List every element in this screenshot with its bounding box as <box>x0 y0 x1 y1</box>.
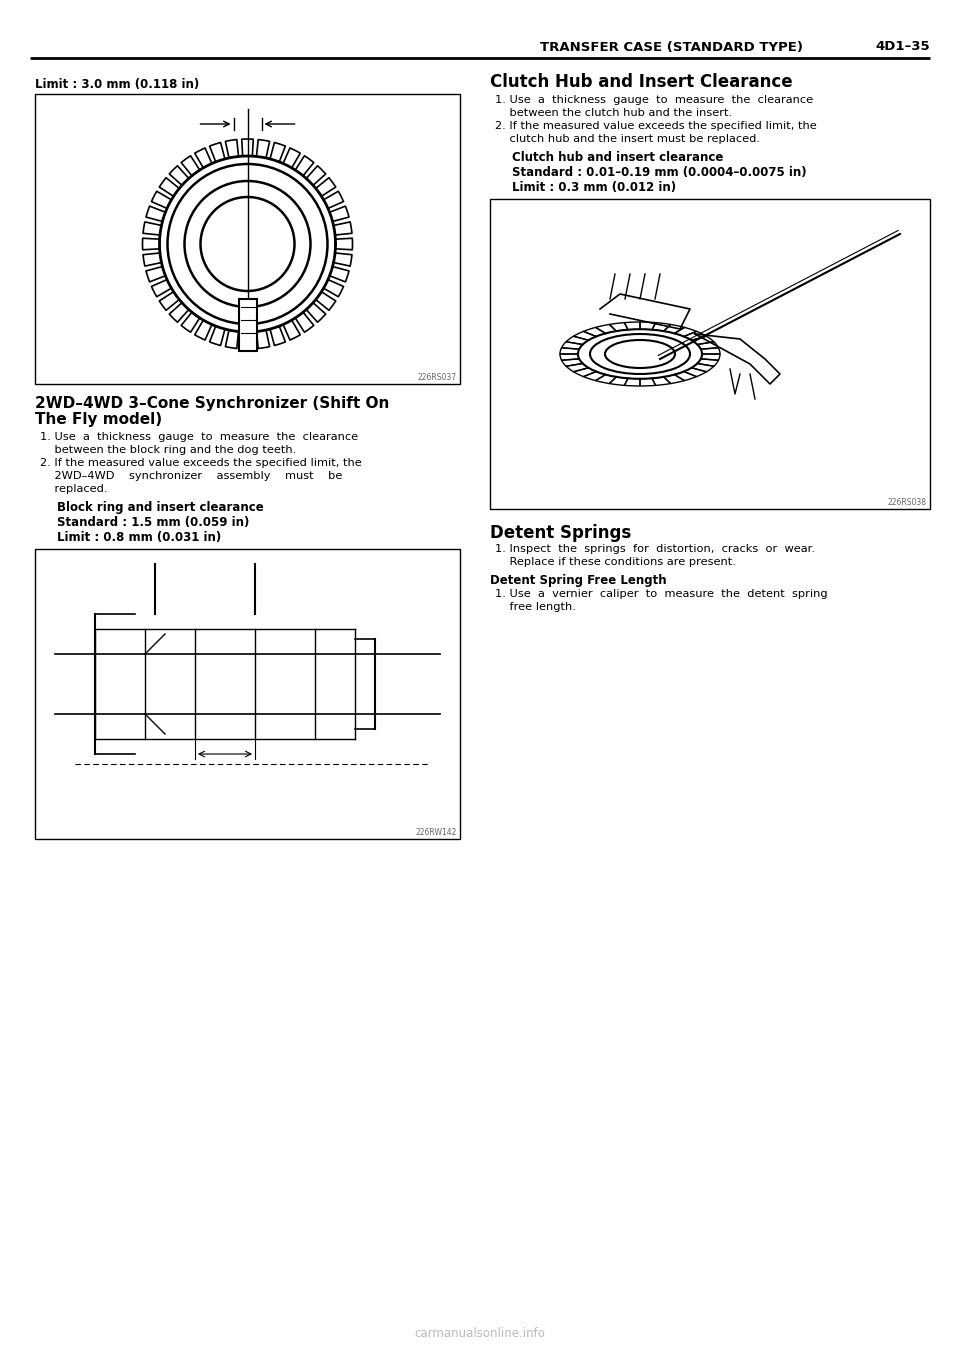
Text: Clutch hub and insert clearance: Clutch hub and insert clearance <box>512 151 724 164</box>
Text: between the block ring and the dog teeth.: between the block ring and the dog teeth… <box>40 445 297 455</box>
Text: Block ring and insert clearance: Block ring and insert clearance <box>57 501 264 513</box>
Text: carmanualsonline.info: carmanualsonline.info <box>415 1327 545 1340</box>
Text: Replace if these conditions are present.: Replace if these conditions are present. <box>495 557 736 568</box>
Text: 226RW142: 226RW142 <box>416 828 457 837</box>
Text: Detent Spring Free Length: Detent Spring Free Length <box>490 574 666 587</box>
Text: Detent Springs: Detent Springs <box>490 524 632 542</box>
Text: 2. If the measured value exceeds the specified limit, the: 2. If the measured value exceeds the spe… <box>495 121 817 130</box>
Text: Standard : 1.5 mm (0.059 in): Standard : 1.5 mm (0.059 in) <box>57 516 250 530</box>
Text: 1. Inspect  the  springs  for  distortion,  cracks  or  wear.: 1. Inspect the springs for distortion, c… <box>495 545 815 554</box>
Text: 1. Use  a  thickness  gauge  to  measure  the  clearance: 1. Use a thickness gauge to measure the … <box>495 95 813 105</box>
Text: clutch hub and the insert must be replaced.: clutch hub and the insert must be replac… <box>495 134 760 144</box>
Text: 226RS038: 226RS038 <box>888 498 927 507</box>
Text: 1. Use  a  vernier  caliper  to  measure  the  detent  spring: 1. Use a vernier caliper to measure the … <box>495 589 828 599</box>
Text: between the clutch hub and the insert.: between the clutch hub and the insert. <box>495 109 732 118</box>
Bar <box>35 549 460 839</box>
Text: Standard : 0.01–0.19 mm (0.0004–0.0075 in): Standard : 0.01–0.19 mm (0.0004–0.0075 i… <box>512 166 806 179</box>
Text: Limit : 0.8 mm (0.031 in): Limit : 0.8 mm (0.031 in) <box>57 531 221 545</box>
Text: Limit : 3.0 mm (0.118 in): Limit : 3.0 mm (0.118 in) <box>35 77 200 91</box>
Text: 1. Use  a  thickness  gauge  to  measure  the  clearance: 1. Use a thickness gauge to measure the … <box>40 432 358 441</box>
Text: TRANSFER CASE (STANDARD TYPE): TRANSFER CASE (STANDARD TYPE) <box>540 41 803 53</box>
Text: 2WD–4WD    synchronizer    assembly    must    be: 2WD–4WD synchronizer assembly must be <box>40 471 343 481</box>
Text: 2. If the measured value exceeds the specified limit, the: 2. If the measured value exceeds the spe… <box>40 458 362 469</box>
Text: The Fly model): The Fly model) <box>35 411 162 426</box>
Text: Clutch Hub and Insert Clearance: Clutch Hub and Insert Clearance <box>490 73 793 91</box>
Text: free length.: free length. <box>495 602 576 612</box>
Text: 2WD–4WD 3–Cone Synchronizer (Shift On: 2WD–4WD 3–Cone Synchronizer (Shift On <box>35 397 390 411</box>
Text: replaced.: replaced. <box>40 483 108 494</box>
Bar <box>490 200 930 509</box>
Bar <box>35 94 460 384</box>
Text: 4D1–35: 4D1–35 <box>876 41 930 53</box>
Text: 226RS037: 226RS037 <box>418 373 457 382</box>
Bar <box>238 299 256 350</box>
Text: Limit : 0.3 mm (0.012 in): Limit : 0.3 mm (0.012 in) <box>512 181 676 194</box>
